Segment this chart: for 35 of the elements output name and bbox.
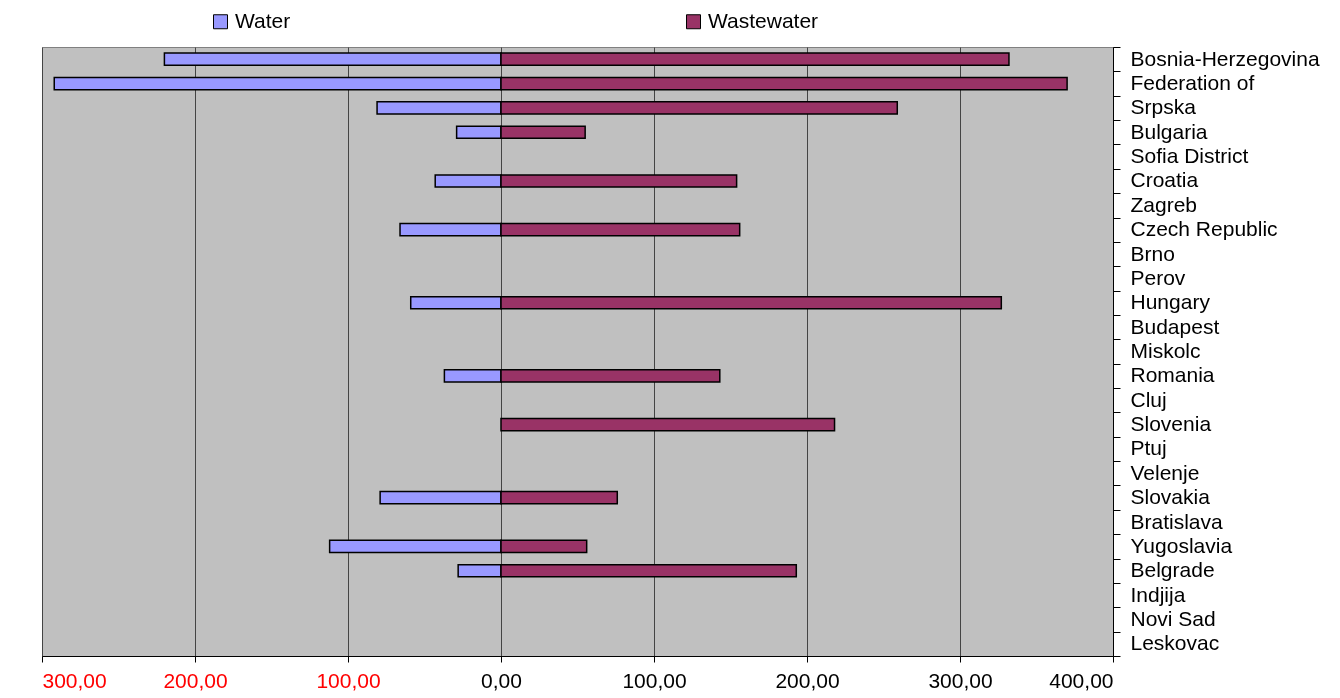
y-tick-label: Velenje: [1130, 460, 1200, 484]
x-tick-label: 100,00: [316, 668, 381, 692]
y-tick-label: Ptuj: [1130, 436, 1167, 460]
y-tick-label: Brno: [1130, 241, 1175, 265]
legend-label: Water: [235, 8, 291, 32]
y-tick-label: Slovenia: [1130, 412, 1212, 436]
y-tick-label: Novi Sad: [1130, 606, 1216, 630]
x-tick-label: 400,00: [1049, 668, 1114, 692]
y-tick-label: Czech Republic: [1130, 217, 1278, 241]
x-tick-label: 0,00: [481, 668, 522, 692]
y-tick-label: Croatia: [1130, 168, 1199, 192]
y-tick-label: Srpska: [1130, 95, 1197, 119]
y-tick-label: Leskovac: [1130, 631, 1220, 655]
y-tick-label: Hungary: [1130, 290, 1211, 314]
y-tick-label: Miskolc: [1130, 339, 1201, 362]
x-tick-label: 200,00: [163, 668, 228, 692]
legend-label: Wastewater: [708, 8, 819, 32]
x-tick-label: 300,00: [928, 668, 993, 692]
y-tick-label: Bosnia-Herzegovina: [1130, 46, 1320, 70]
y-tick-label: Cluj: [1130, 387, 1167, 411]
y-tick-label: Federation of: [1130, 71, 1255, 95]
y-tick-label: Budapest: [1130, 314, 1220, 338]
y-tick-label: Sofia District: [1130, 144, 1249, 168]
y-tick-label: Yugoslavia: [1130, 533, 1233, 557]
x-tick-label: 100,00: [622, 668, 687, 692]
y-tick-label: Slovakia: [1130, 485, 1211, 509]
y-tick-label: Bulgaria: [1130, 119, 1208, 143]
y-tick-label: Indjija: [1130, 582, 1186, 606]
y-tick-label: Perov: [1130, 265, 1186, 289]
y-tick-label: Romania: [1130, 363, 1215, 387]
y-tick-label: Zagreb: [1130, 192, 1198, 216]
y-tick-label: Belgrade: [1130, 558, 1215, 582]
x-tick-label: 200,00: [775, 668, 840, 692]
y-tick-label: Bratislava: [1130, 509, 1224, 533]
x-tick-label: 300,00: [42, 668, 107, 692]
